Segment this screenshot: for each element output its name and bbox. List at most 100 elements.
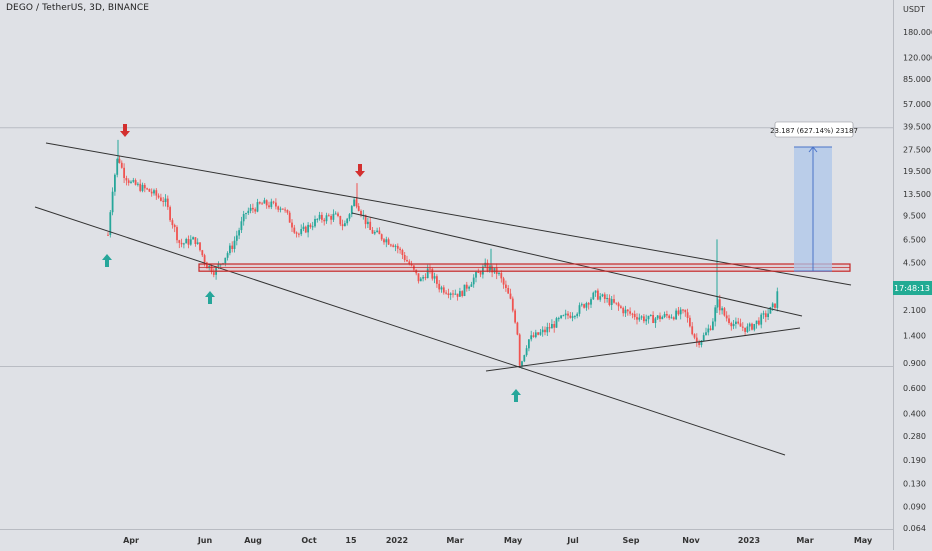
candle-body [606,298,608,299]
candle-body [721,308,723,311]
candle-body [707,328,710,333]
candle-body [737,321,740,324]
candle-body [771,303,774,308]
candle-body [148,188,151,192]
candle-body [392,245,395,247]
candle-body [378,230,381,235]
candle-body [419,278,422,282]
candle-body [622,307,625,314]
trendline[interactable] [485,327,801,372]
candle-body [488,266,491,271]
candle-body [668,315,671,318]
candle-body [636,317,638,320]
candle-body [774,303,776,308]
candle-body [767,313,769,317]
trendline[interactable] [45,142,852,286]
time-tick-label: Nov [682,536,700,545]
candle-body [537,332,539,335]
candle-body [741,326,744,328]
candle-body [732,324,735,327]
candle-body [344,223,346,227]
candle-body [116,158,119,175]
candle-body [350,206,353,215]
candle-body [187,239,190,245]
candle-body [242,214,245,222]
candle-body [150,191,153,194]
candle-body [284,209,286,211]
candle-body [468,286,470,289]
candle-body [728,318,730,323]
candle-body [304,226,307,233]
candle-body [585,303,588,308]
candle-body [275,202,277,207]
candle-body [544,329,546,333]
candle-body [610,299,613,305]
candle-body [654,318,657,323]
price-tick-label: 57.000 [903,100,931,109]
trendline-group[interactable] [34,142,852,456]
price-tick-label: 0.190 [903,456,926,465]
price-axis[interactable] [893,0,932,550]
candle-body [249,207,252,211]
candle-body [442,287,445,293]
candle-body [574,316,576,318]
candle-body [758,320,760,325]
candle-body [633,313,636,318]
candle-body [360,210,362,215]
candle-body [479,272,482,275]
price-tag-box [893,281,932,295]
candle-body [615,302,618,304]
candle-body [183,243,185,245]
candle-body [173,225,176,228]
candle-body [217,264,220,268]
candle-body [238,230,240,236]
candle-body [546,327,549,333]
candle-body [189,239,192,245]
candle-body [160,197,162,201]
candle-body [472,277,475,285]
candle-body [401,250,404,255]
candle-body [176,227,178,241]
trendline[interactable] [34,206,786,456]
price-tick-label: 0.090 [903,503,926,512]
price-tag-label: 17:48:13 [894,284,930,293]
candle-body [157,195,160,198]
candle-body [323,219,326,222]
candle-body [557,318,560,320]
candle-body [576,313,579,317]
candle-body [762,313,765,315]
time-axis[interactable] [0,529,893,551]
measure-tool[interactable]: 23.187 (627.14%) 23187 [770,121,858,272]
candle-body [396,245,399,249]
candle-body [302,226,305,229]
candle-body [346,218,349,224]
candle-body [613,299,615,303]
candle-body [171,220,174,226]
candle-body [311,226,314,228]
price-tick-label: 9.500 [903,212,926,221]
candle-body [753,324,756,330]
candle-body [776,291,779,308]
down-arrow-icon [120,124,130,137]
time-tick-label: Sep [623,536,640,545]
time-tick-label: Aug [244,536,262,545]
candle-body [339,216,342,225]
candle-body [321,214,323,220]
candle-body [185,239,188,244]
price-tick-label: 4.500 [903,258,926,267]
candle-body [447,293,450,295]
time-tick-label: Oct [301,536,317,545]
candle-body [169,207,171,221]
candle-body [477,272,480,273]
candle-body [436,276,438,284]
candle-body [316,218,319,220]
candle-body [288,212,291,223]
candle-body [461,291,464,296]
candle-body [426,268,429,279]
candle-body [307,224,309,233]
candle-body [695,337,698,342]
candle-body [592,292,595,300]
resistance-zone[interactable] [198,263,851,272]
